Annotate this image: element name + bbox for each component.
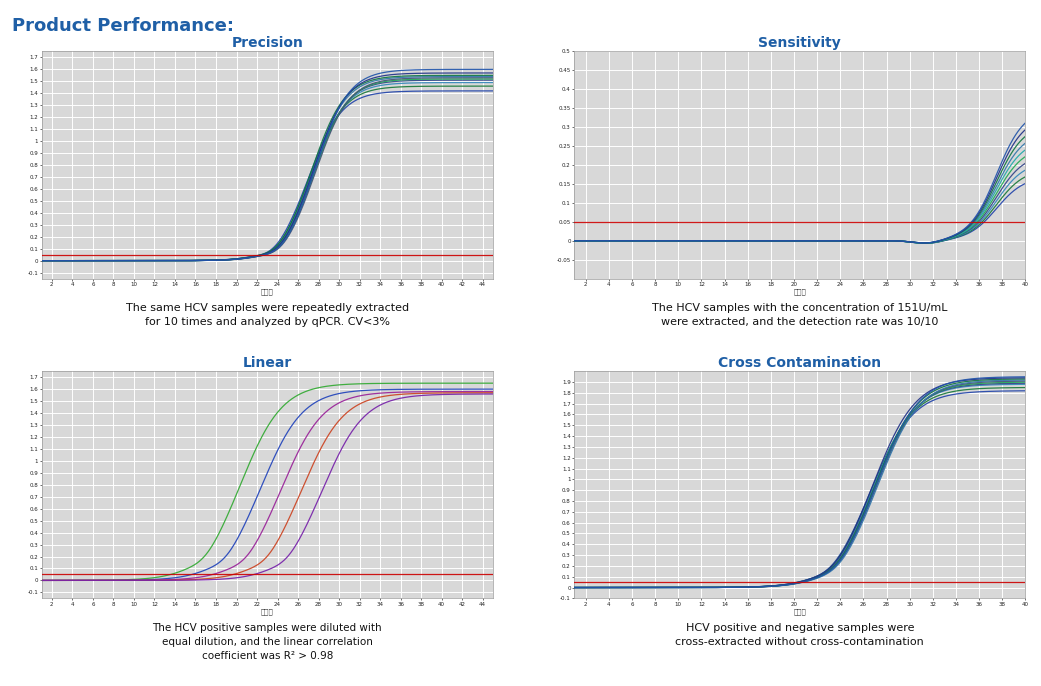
Text: The HCV samples with the concentration of 151U/mL
were extracted, and the detect: The HCV samples with the concentration o… [652,303,947,327]
Text: The same HCV samples were repeatedly extracted
for 10 times and analyzed by qPCR: The same HCV samples were repeatedly ext… [126,303,409,327]
Text: The HCV positive samples were diluted with
equal dilution, and the linear correl: The HCV positive samples were diluted wi… [152,623,382,661]
X-axis label: 循环数: 循环数 [793,608,806,615]
Title: Linear: Linear [243,356,291,370]
Title: Cross Contamination: Cross Contamination [718,356,882,370]
X-axis label: 循环数: 循环数 [261,288,274,295]
X-axis label: 循环数: 循环数 [261,608,274,615]
Text: HCV positive and negative samples were
cross-extracted without cross-contaminati: HCV positive and negative samples were c… [676,623,924,647]
Title: Sensitivity: Sensitivity [759,36,841,50]
Title: Precision: Precision [231,36,303,50]
Text: Product Performance:: Product Performance: [12,17,234,35]
X-axis label: 循环数: 循环数 [793,288,806,295]
